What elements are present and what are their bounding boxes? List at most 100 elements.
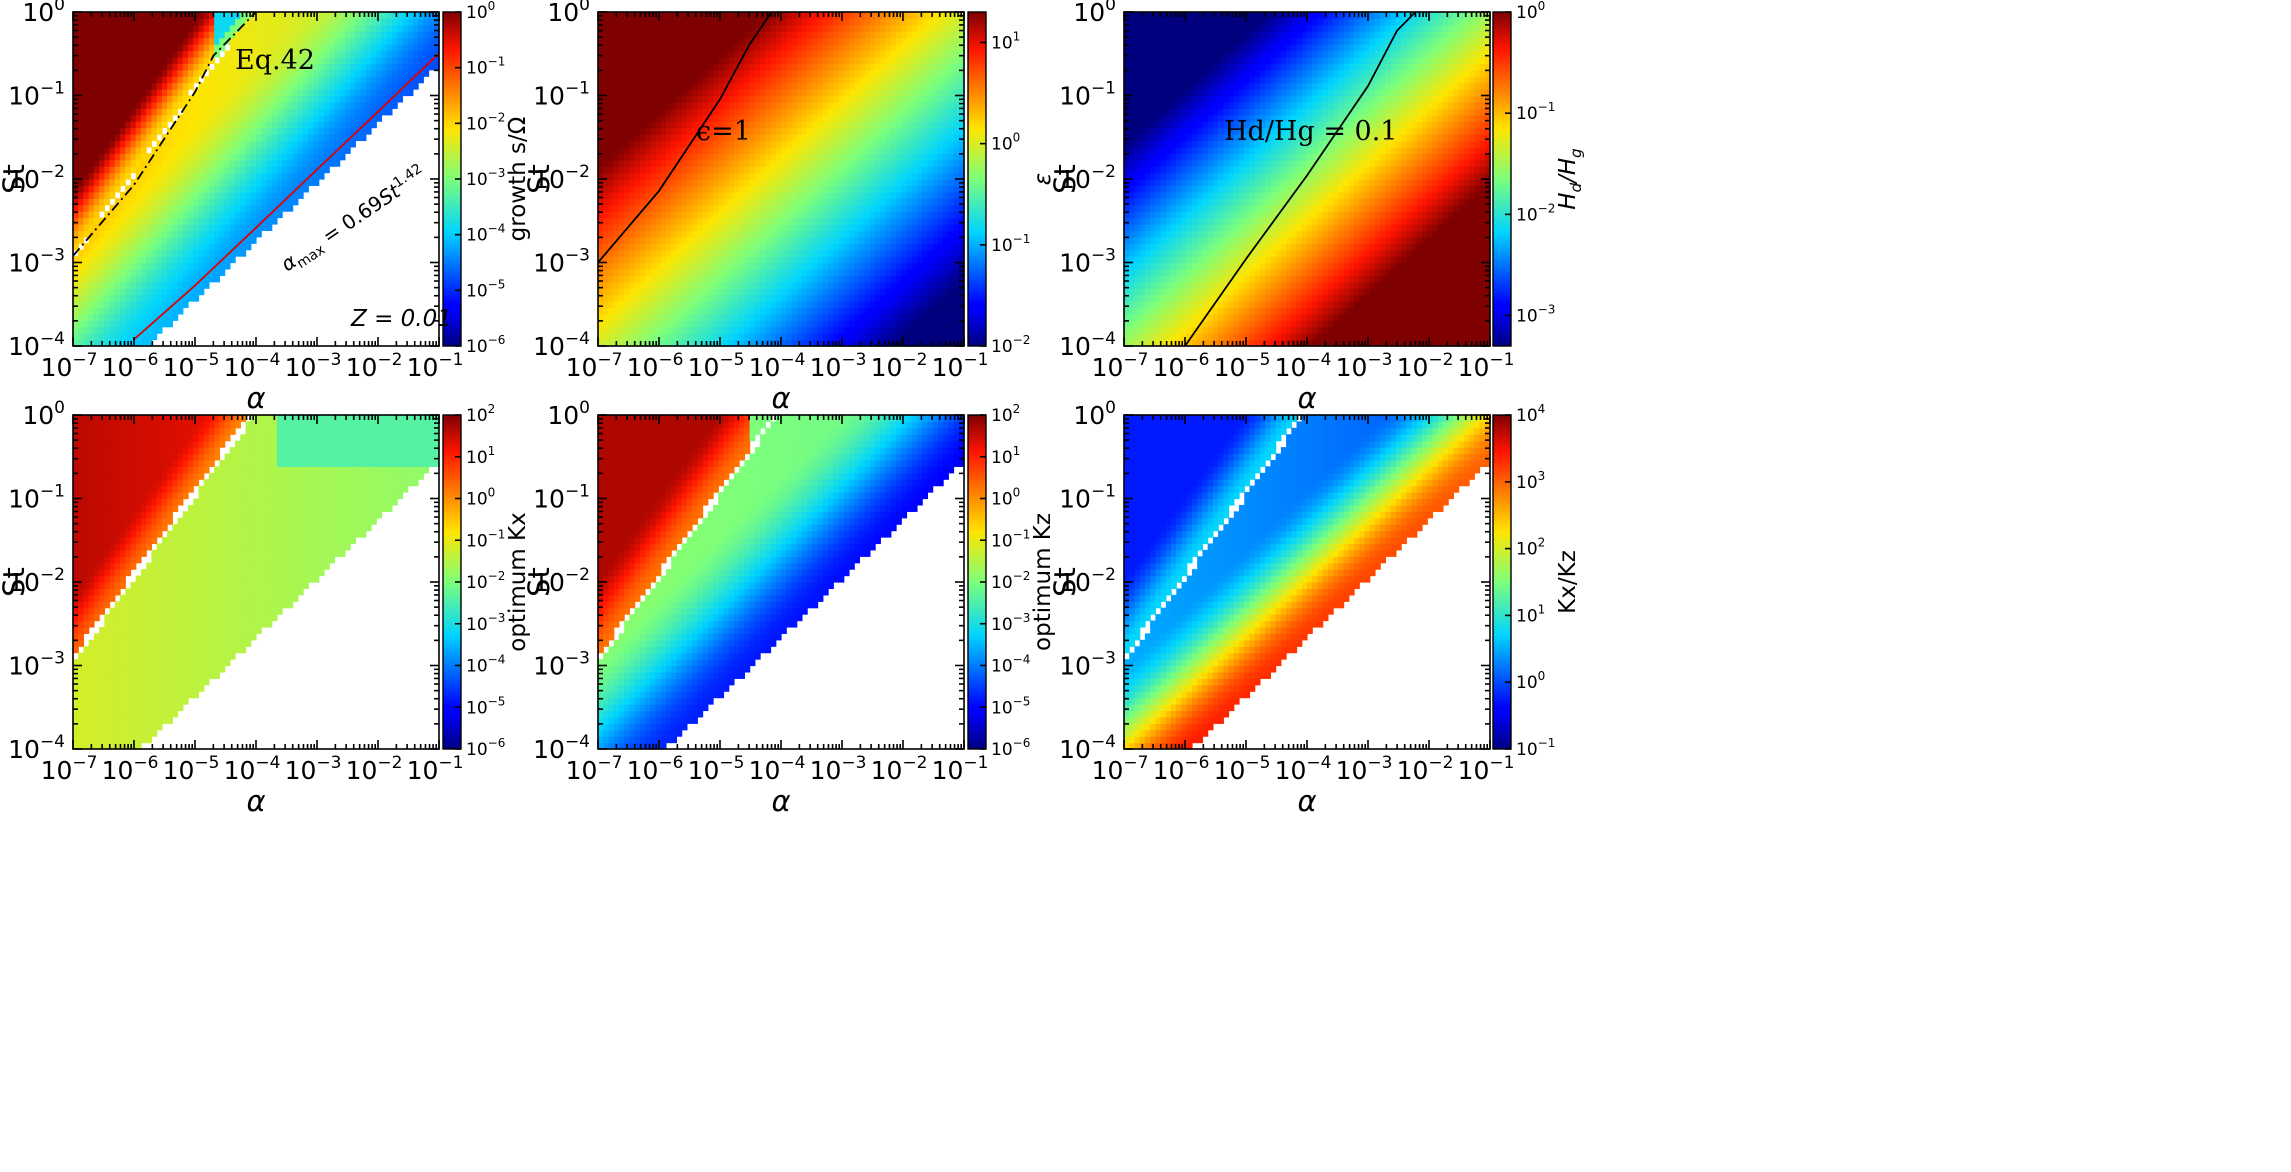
x-tick-label: 10−6 — [102, 350, 159, 382]
heatmap-cell — [99, 204, 105, 212]
heatmap-cell — [629, 236, 636, 244]
heatmap-cell — [603, 159, 610, 167]
heatmap-cell — [276, 166, 283, 174]
heatmap-cell — [402, 63, 409, 71]
heatmap-cell — [613, 204, 620, 212]
heatmap-cell — [83, 24, 90, 32]
heatmap-cell — [608, 268, 615, 276]
heatmap-cell — [770, 294, 777, 302]
heatmap-cell — [266, 140, 273, 148]
heatmap-cell — [135, 114, 142, 122]
heatmap-cell — [665, 82, 672, 90]
heatmap-cell — [796, 301, 803, 309]
heatmap-cell — [329, 76, 336, 84]
heatmap-cell — [245, 24, 252, 32]
heatmap-cell — [188, 153, 194, 161]
heatmap-cell — [88, 236, 95, 244]
heatmap-cell — [203, 127, 210, 135]
heatmap-cell — [135, 172, 142, 180]
heatmap-cell — [188, 69, 194, 77]
heatmap-cell — [697, 191, 704, 199]
heatmap-cell — [224, 256, 231, 264]
heatmap-cell — [629, 24, 636, 32]
heatmap-cell — [172, 179, 179, 187]
heatmap-cell — [807, 153, 813, 161]
heatmap-cell — [645, 339, 651, 347]
heatmap-cell — [114, 281, 121, 289]
heatmap-cell — [608, 339, 615, 347]
heatmap-cell — [671, 230, 678, 238]
heatmap-cell — [770, 262, 777, 270]
heatmap-cell — [822, 166, 829, 174]
heatmap-cell — [297, 56, 304, 64]
heatmap-cell — [140, 256, 147, 264]
heatmap-cell — [313, 69, 320, 77]
heatmap-cell — [172, 307, 179, 315]
heatmap-cell — [791, 307, 798, 315]
heatmap-cell — [723, 339, 730, 347]
heatmap-cell — [624, 211, 630, 219]
heatmap-cell — [381, 56, 388, 64]
heatmap-cell — [73, 153, 79, 161]
heatmap-cell — [99, 243, 105, 251]
heatmap-cell — [99, 333, 105, 341]
heatmap-cell — [822, 288, 829, 296]
heatmap-cell — [344, 127, 351, 135]
heatmap-cell — [182, 275, 189, 283]
heatmap-cell — [665, 89, 672, 97]
heatmap-cell — [193, 249, 200, 257]
heatmap-cell — [93, 249, 100, 257]
heatmap-cell — [73, 89, 79, 97]
heatmap-cell — [723, 12, 730, 20]
heatmap-cell — [256, 172, 262, 180]
heatmap-cell — [182, 121, 189, 129]
heatmap-cell — [203, 281, 210, 289]
heatmap-cell — [198, 281, 205, 289]
heatmap-cell — [219, 56, 226, 64]
heatmap-cell — [828, 18, 834, 26]
heatmap-cell — [634, 24, 641, 32]
heatmap-cell — [828, 159, 834, 167]
heatmap-cell — [93, 24, 100, 32]
heatmap-cell — [266, 76, 273, 84]
heatmap-cell — [130, 89, 137, 97]
heatmap-cell — [686, 153, 693, 161]
heatmap-cell — [287, 63, 294, 71]
heatmap-cell — [660, 108, 667, 116]
heatmap-cell — [707, 82, 714, 90]
heatmap-cell — [671, 50, 678, 58]
heatmap-cell — [78, 44, 85, 52]
heatmap-cell — [287, 82, 294, 90]
heatmap-cell — [245, 121, 252, 129]
heatmap-cell — [650, 37, 657, 45]
heatmap-cell — [781, 191, 787, 199]
heatmap-cell — [308, 18, 315, 26]
heatmap-cell — [775, 134, 782, 142]
heatmap-cell — [146, 339, 153, 347]
heatmap-cell — [770, 134, 777, 142]
heatmap-cell — [402, 76, 409, 84]
heatmap-cell — [297, 185, 304, 193]
heatmap-cell — [807, 121, 813, 129]
heatmap-cell — [618, 268, 625, 276]
heatmap-cell — [130, 18, 137, 26]
heatmap-cell — [224, 18, 231, 26]
heatmap-cell — [634, 236, 641, 244]
heatmap-cell — [655, 326, 662, 334]
heatmap-cell — [791, 121, 798, 129]
heatmap-cell — [402, 12, 409, 20]
heatmap-cell — [686, 275, 693, 283]
heatmap-cell — [156, 56, 163, 64]
heatmap-cell — [634, 217, 641, 225]
heatmap-cell — [739, 339, 745, 347]
heatmap-cell — [775, 153, 782, 161]
heatmap-cell — [334, 134, 341, 142]
heatmap-cell — [697, 185, 704, 193]
heatmap-cell — [371, 82, 377, 90]
heatmap-cell — [208, 217, 215, 225]
heatmap-cell — [308, 24, 315, 32]
heatmap-cell — [624, 301, 630, 309]
heatmap-cell — [276, 198, 283, 206]
heatmap-cell — [786, 211, 793, 219]
heatmap-cell — [140, 146, 147, 154]
